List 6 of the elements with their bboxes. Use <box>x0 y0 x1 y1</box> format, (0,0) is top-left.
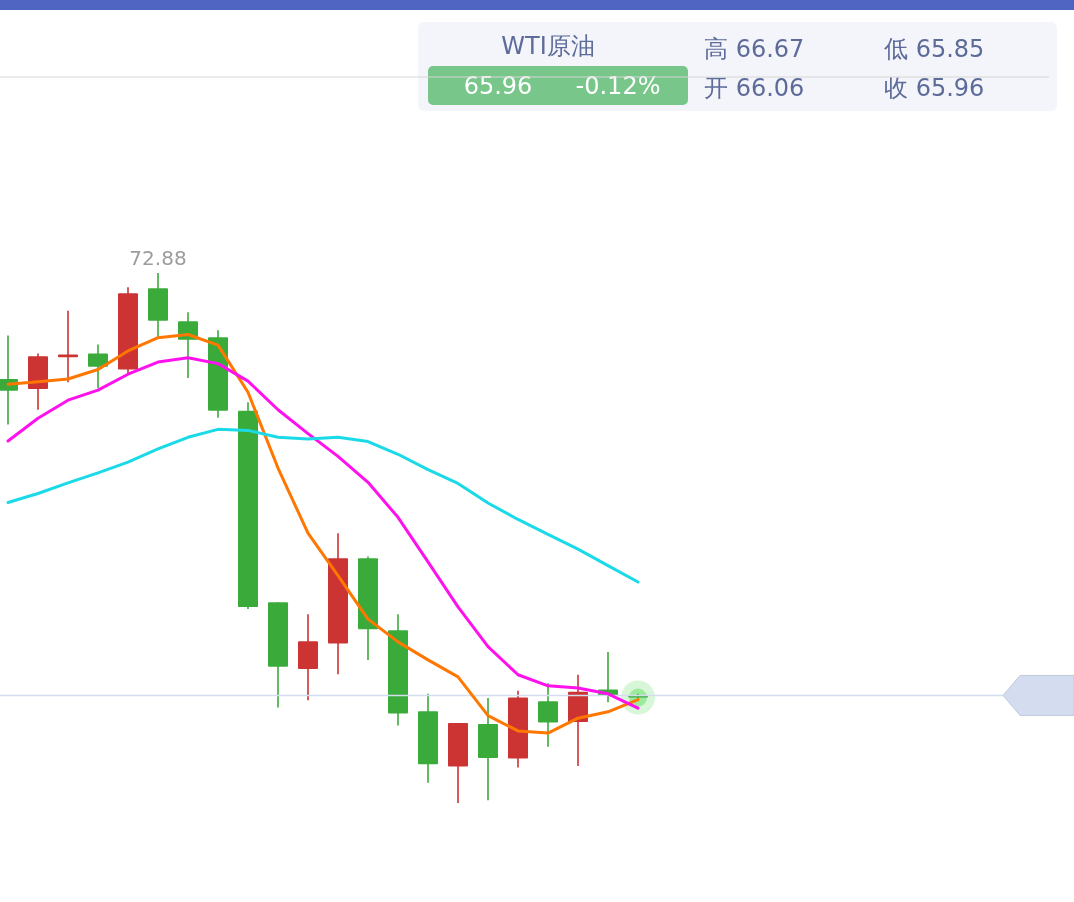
chart-title: WTI原油 <box>501 32 595 60</box>
candlestick <box>88 343 108 389</box>
candlestick <box>538 682 558 748</box>
annotation: 72.88 <box>129 246 187 270</box>
quote-badge: 65.96 -0.12% <box>428 66 688 105</box>
info-panel: WTI原油 65.96 -0.12% 高 66.67 开 66.06 低 65.85 收 65.96 <box>418 22 1057 111</box>
